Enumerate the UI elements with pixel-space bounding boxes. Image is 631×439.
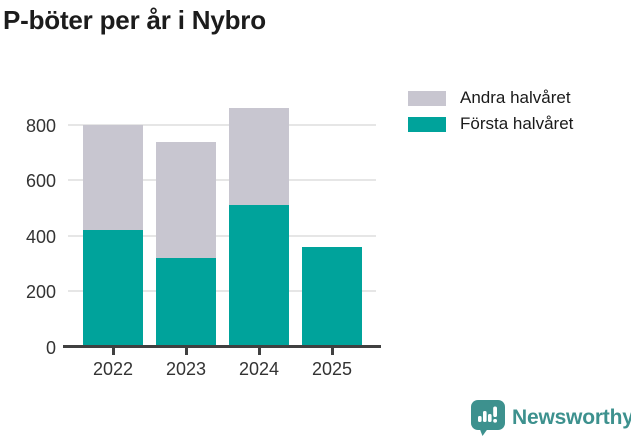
y-axis-tick-label: 200 (25, 282, 56, 303)
x-axis-line (63, 345, 381, 348)
x-axis-tick-label: 2023 (165, 359, 207, 379)
y-axis-tick-label: 600 (25, 171, 56, 192)
bar-2022-forsta-halvaret (83, 230, 143, 347)
legend-swatch-forsta-halvaret (408, 116, 446, 132)
legend-item-andra-halvaret: Andra halvåret (408, 88, 573, 107)
legend-item-forsta-halvaret: Första halvåret (408, 114, 574, 133)
gridline-600 (68, 179, 376, 182)
x-axis-tick-label: 2025 (311, 359, 353, 379)
bar-2022-andra-halvaret (83, 124, 143, 231)
x-axis-tick-label: 2022 (92, 359, 134, 379)
legend-label: Andra halvåret (460, 88, 571, 107)
y-axis-tick-label: 0 (45, 338, 56, 358)
bar-2023-forsta-halvaret (156, 258, 216, 347)
x-axis-tick-label: 2024 (238, 359, 280, 379)
legend-swatch-andra-halvaret (408, 90, 446, 106)
legend-label: Första halvåret (460, 114, 574, 133)
bar-2023-andra-halvaret (156, 141, 216, 259)
gridline-800 (68, 123, 376, 126)
chart-title: P-böter per år i Nybro (3, 5, 266, 35)
bar-2024-forsta-halvaret (229, 205, 289, 347)
bar-2024-andra-halvaret (229, 108, 289, 206)
gridline-400 (68, 234, 376, 237)
newsworthy-logo-text: Newsworthy (512, 406, 631, 429)
y-axis-tick-label: 800 (25, 115, 56, 136)
legend: Andra halvåret Första halvåret (408, 88, 574, 142)
bar-2025-forsta-halvaret (302, 247, 362, 347)
y-axis-tick-label: 400 (25, 226, 56, 247)
x-axis-tick (257, 348, 261, 355)
x-axis-tick (330, 348, 334, 355)
newsworthy-logo-icon (471, 400, 505, 436)
x-axis-tick (184, 348, 188, 355)
gridline-200 (68, 290, 376, 293)
x-axis-tick (111, 348, 115, 355)
newsworthy-logo: Newsworthy (471, 400, 631, 436)
plot-area: 0 200 400 600 800 2022 2023 2024 2025 (26, 95, 381, 379)
